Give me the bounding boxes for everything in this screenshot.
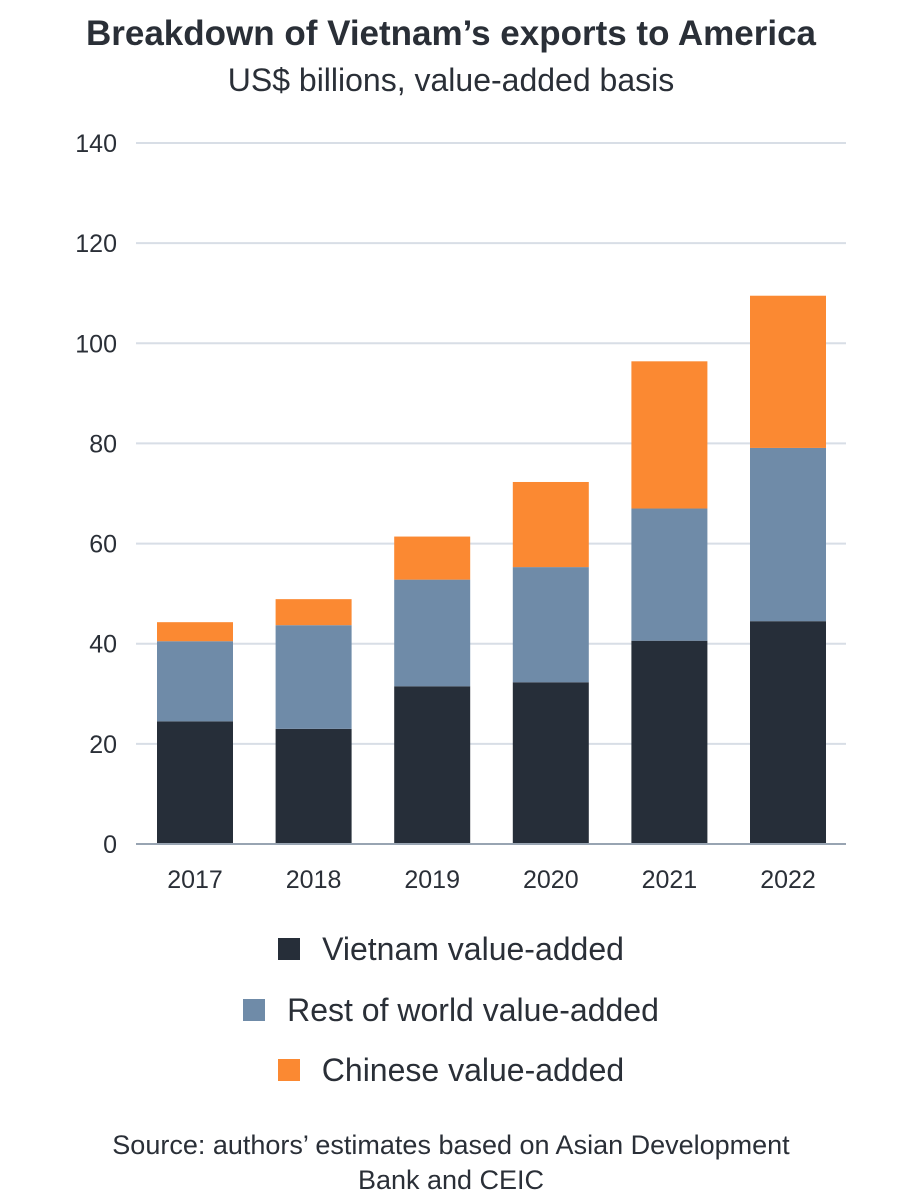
bar-segment [631, 508, 708, 641]
bar-segment [394, 536, 471, 580]
bar-segment [275, 625, 352, 729]
bar-segment [512, 567, 589, 683]
y-tick-label: 40 [89, 631, 117, 659]
bar-segment [394, 686, 471, 844]
legend-label: Vietnam value-added [322, 930, 624, 967]
bar-segment [157, 641, 233, 722]
stacked-bar-chart: 0 20 40 60 80 100 120 140 2017 2018 2019 2020 2021 20… [75, 130, 846, 894]
x-tick-label: 2021 [642, 866, 698, 894]
y-tick-label: 80 [89, 430, 117, 458]
y-tick-label: 0 [103, 831, 117, 859]
legend-swatch [278, 938, 301, 960]
source-note: Source: authors’ estimates based on Asia… [0, 1128, 902, 1198]
bar-segment [512, 682, 589, 844]
bar-segment [157, 622, 233, 642]
chart-title: Breakdown of Vietnam’s exports to Americ… [85, 14, 817, 53]
bar-segment [750, 621, 826, 844]
source-line-2: Bank and CEIC [357, 1165, 545, 1195]
legend-label: Rest of world value-added [287, 991, 659, 1028]
bar-segment [631, 640, 708, 844]
bar-segment [750, 447, 826, 622]
x-tick-label: 2017 [167, 866, 223, 894]
legend-item: Vietnam value-added [0, 929, 902, 969]
y-tick-label: 60 [89, 531, 117, 559]
legend-swatch [243, 999, 266, 1021]
x-tick-label: 2019 [404, 866, 460, 894]
y-tick-label: 100 [75, 330, 117, 358]
bar-segment [394, 579, 471, 687]
y-tick-label: 140 [75, 130, 117, 158]
bar-segment [157, 721, 233, 844]
legend-item: Chinese value-added [0, 1050, 902, 1090]
legend-swatch [277, 1059, 300, 1081]
y-tick-label: 20 [89, 731, 117, 759]
bar-segment [275, 728, 352, 844]
bar-segment [512, 481, 589, 568]
x-tick-label: 2018 [286, 866, 342, 894]
y-tick-label: 120 [75, 230, 117, 258]
x-tick-label: 2020 [523, 866, 579, 894]
legend-label: Chinese value-added [321, 1051, 625, 1088]
legend-item: Rest of world value-added [0, 990, 902, 1030]
bar-segment [631, 361, 708, 509]
source-line-1: Source: authors’ estimates based on Asia… [112, 1130, 790, 1160]
x-tick-label: 2022 [760, 866, 816, 894]
bar-segment [275, 599, 352, 626]
bar-segment [750, 295, 826, 448]
chart-subtitle: US$ billions, value-added basis [227, 62, 675, 98]
